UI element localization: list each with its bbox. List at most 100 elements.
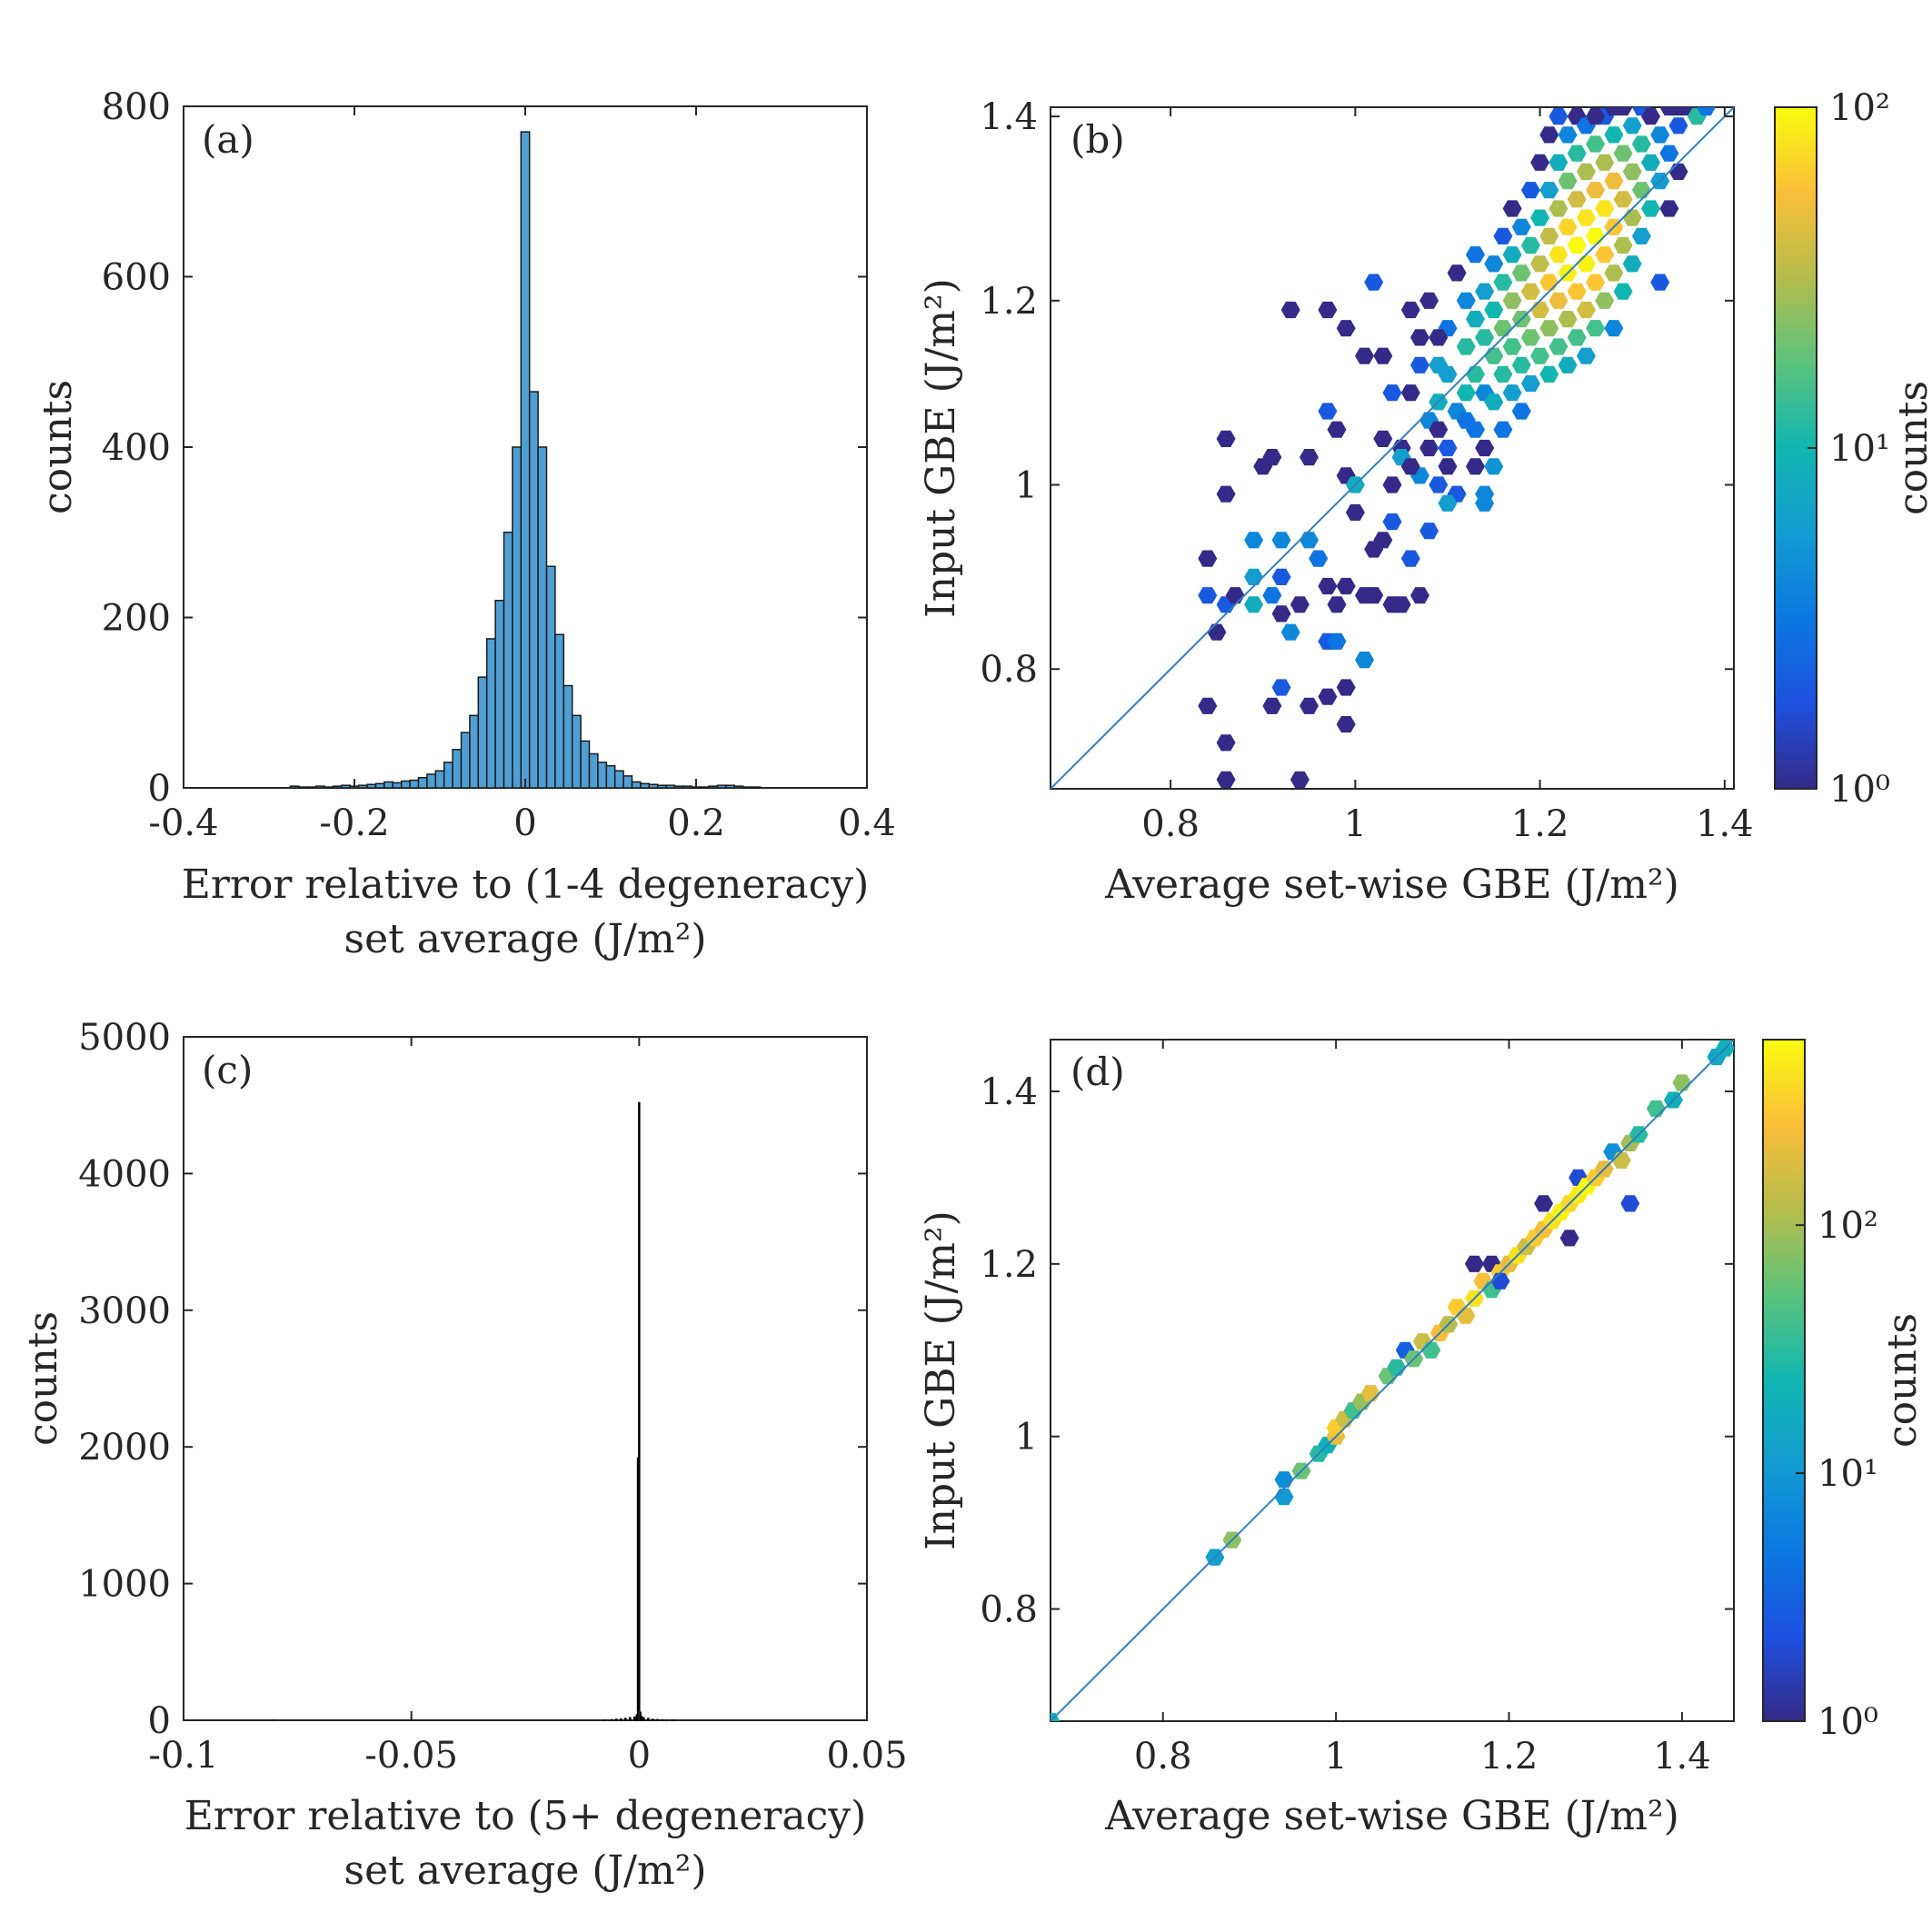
panel-b-label: (b)	[1071, 117, 1125, 162]
panel-d-colorbar-ticks: 10⁰ 10¹ 10²	[1796, 1205, 1878, 1743]
y-tick-label: 1000	[78, 1564, 171, 1606]
hexbin	[1620, 1195, 1640, 1212]
hexbin	[1271, 679, 1291, 696]
hexbin	[1549, 154, 1569, 171]
hexbin	[1216, 771, 1236, 788]
hexbin	[1622, 163, 1642, 180]
histogram-bar	[563, 684, 573, 789]
hexbin	[1539, 227, 1559, 244]
hexbin	[1419, 439, 1439, 457]
panel-d-label: (d)	[1071, 1050, 1125, 1094]
panel-d-ylabel: Input GBE (J/m²)	[918, 1210, 964, 1550]
x-tick-label: -0.4	[148, 802, 218, 844]
x-tick-label: 1	[1344, 803, 1367, 845]
hexbin	[1400, 384, 1420, 402]
panel-c-xlabel-line1: Error relative to (5+ degeneracy)	[184, 1793, 867, 1839]
histogram-bar	[603, 1719, 606, 1721]
hexbin	[1447, 264, 1467, 282]
hexbin	[1318, 577, 1338, 595]
panel-a-xlabel-line1: Error relative to (1-4 degeneracy)	[182, 861, 870, 908]
hexbin	[1511, 218, 1531, 235]
hexbin	[1429, 476, 1449, 493]
colorbar-tick-label: 10⁰	[1817, 1701, 1878, 1743]
histogram-bar	[374, 782, 385, 789]
hexbin	[1650, 274, 1670, 291]
panel-c-xlabel-line2: set average (J/m²)	[344, 1847, 706, 1894]
histogram-bar	[314, 785, 325, 789]
y-tick-label: 2000	[78, 1427, 171, 1469]
hexbin	[1438, 494, 1458, 512]
histogram-bar	[742, 786, 752, 789]
y-tick-label: 1	[1015, 465, 1038, 507]
x-tick-label: 1.4	[1653, 1736, 1711, 1778]
histogram-bar	[661, 1718, 663, 1721]
hexbin	[1567, 191, 1587, 208]
panel-b-reference-line	[1051, 107, 1734, 789]
hexbin	[1558, 173, 1578, 190]
histogram-bar	[640, 1715, 643, 1721]
hexbin	[1382, 476, 1402, 493]
hexbin	[1493, 274, 1513, 291]
histogram-bar	[716, 784, 727, 789]
hexbin	[1586, 274, 1606, 291]
hexbin	[1549, 292, 1569, 309]
histogram-bar	[537, 446, 548, 789]
hexbin	[1558, 356, 1578, 373]
hexbin	[1530, 255, 1550, 273]
hexbin	[1373, 347, 1393, 364]
hexbin	[1586, 320, 1606, 337]
hexbin	[1271, 532, 1291, 549]
hexbin	[1466, 421, 1485, 438]
hexbin	[1391, 596, 1411, 613]
hexbin	[1300, 449, 1319, 466]
histogram-bar	[580, 740, 591, 789]
colorbar-tick-label: 10²	[1817, 1205, 1878, 1247]
hexbin	[1549, 108, 1569, 125]
hexbin	[1456, 292, 1476, 309]
histogram-bar	[460, 732, 471, 789]
hexbin	[1493, 227, 1513, 244]
histogram-bar	[615, 1718, 618, 1721]
panel-c-ticks: -0.1 -0.05 0 0.05 0 1000 2000 3000 4000 5000	[78, 1017, 907, 1777]
hexbin	[1595, 246, 1615, 264]
hexbin	[1613, 283, 1633, 300]
hexbin	[1290, 771, 1310, 788]
y-tick-label: 0	[148, 768, 171, 810]
hexbin	[1576, 209, 1596, 226]
hexbin	[1216, 485, 1236, 503]
x-tick-label: 0.4	[838, 802, 896, 844]
histogram-bar	[469, 714, 480, 789]
hexbin	[1373, 532, 1393, 549]
histogram-bar	[622, 775, 633, 789]
hexbin	[1327, 421, 1347, 438]
histogram-bar	[571, 714, 582, 789]
hexbin	[1382, 513, 1402, 531]
hexbin	[1558, 218, 1578, 235]
x-tick-label: 0.2	[667, 802, 725, 844]
histogram-bar	[733, 785, 744, 789]
y-tick-label: 1	[1015, 1417, 1038, 1459]
hexbin	[1539, 182, 1559, 199]
hexbin	[1613, 191, 1633, 208]
histogram-bar	[332, 785, 343, 789]
histogram-bar	[648, 783, 659, 789]
hexbin	[1355, 652, 1374, 669]
histogram-bar	[528, 391, 539, 789]
hexbin	[1336, 679, 1356, 696]
panel-b-colorbar-label: counts	[1890, 381, 1932, 515]
hexbin	[1429, 421, 1449, 438]
hexbin	[1539, 320, 1559, 337]
hexbin	[1466, 246, 1485, 264]
histogram-bar	[383, 781, 394, 789]
panel-c-axes	[183, 1036, 868, 1721]
hexbin	[1641, 108, 1660, 125]
hexbin	[1539, 126, 1559, 144]
histogram-bar	[426, 773, 437, 789]
hexbin	[1244, 532, 1264, 549]
histogram-bar	[629, 1717, 632, 1721]
hexbin	[1280, 623, 1300, 641]
hexbin	[1198, 550, 1218, 567]
histogram-bar	[477, 676, 488, 789]
hexbin	[1502, 338, 1522, 355]
histogram-bar	[611, 1718, 613, 1721]
